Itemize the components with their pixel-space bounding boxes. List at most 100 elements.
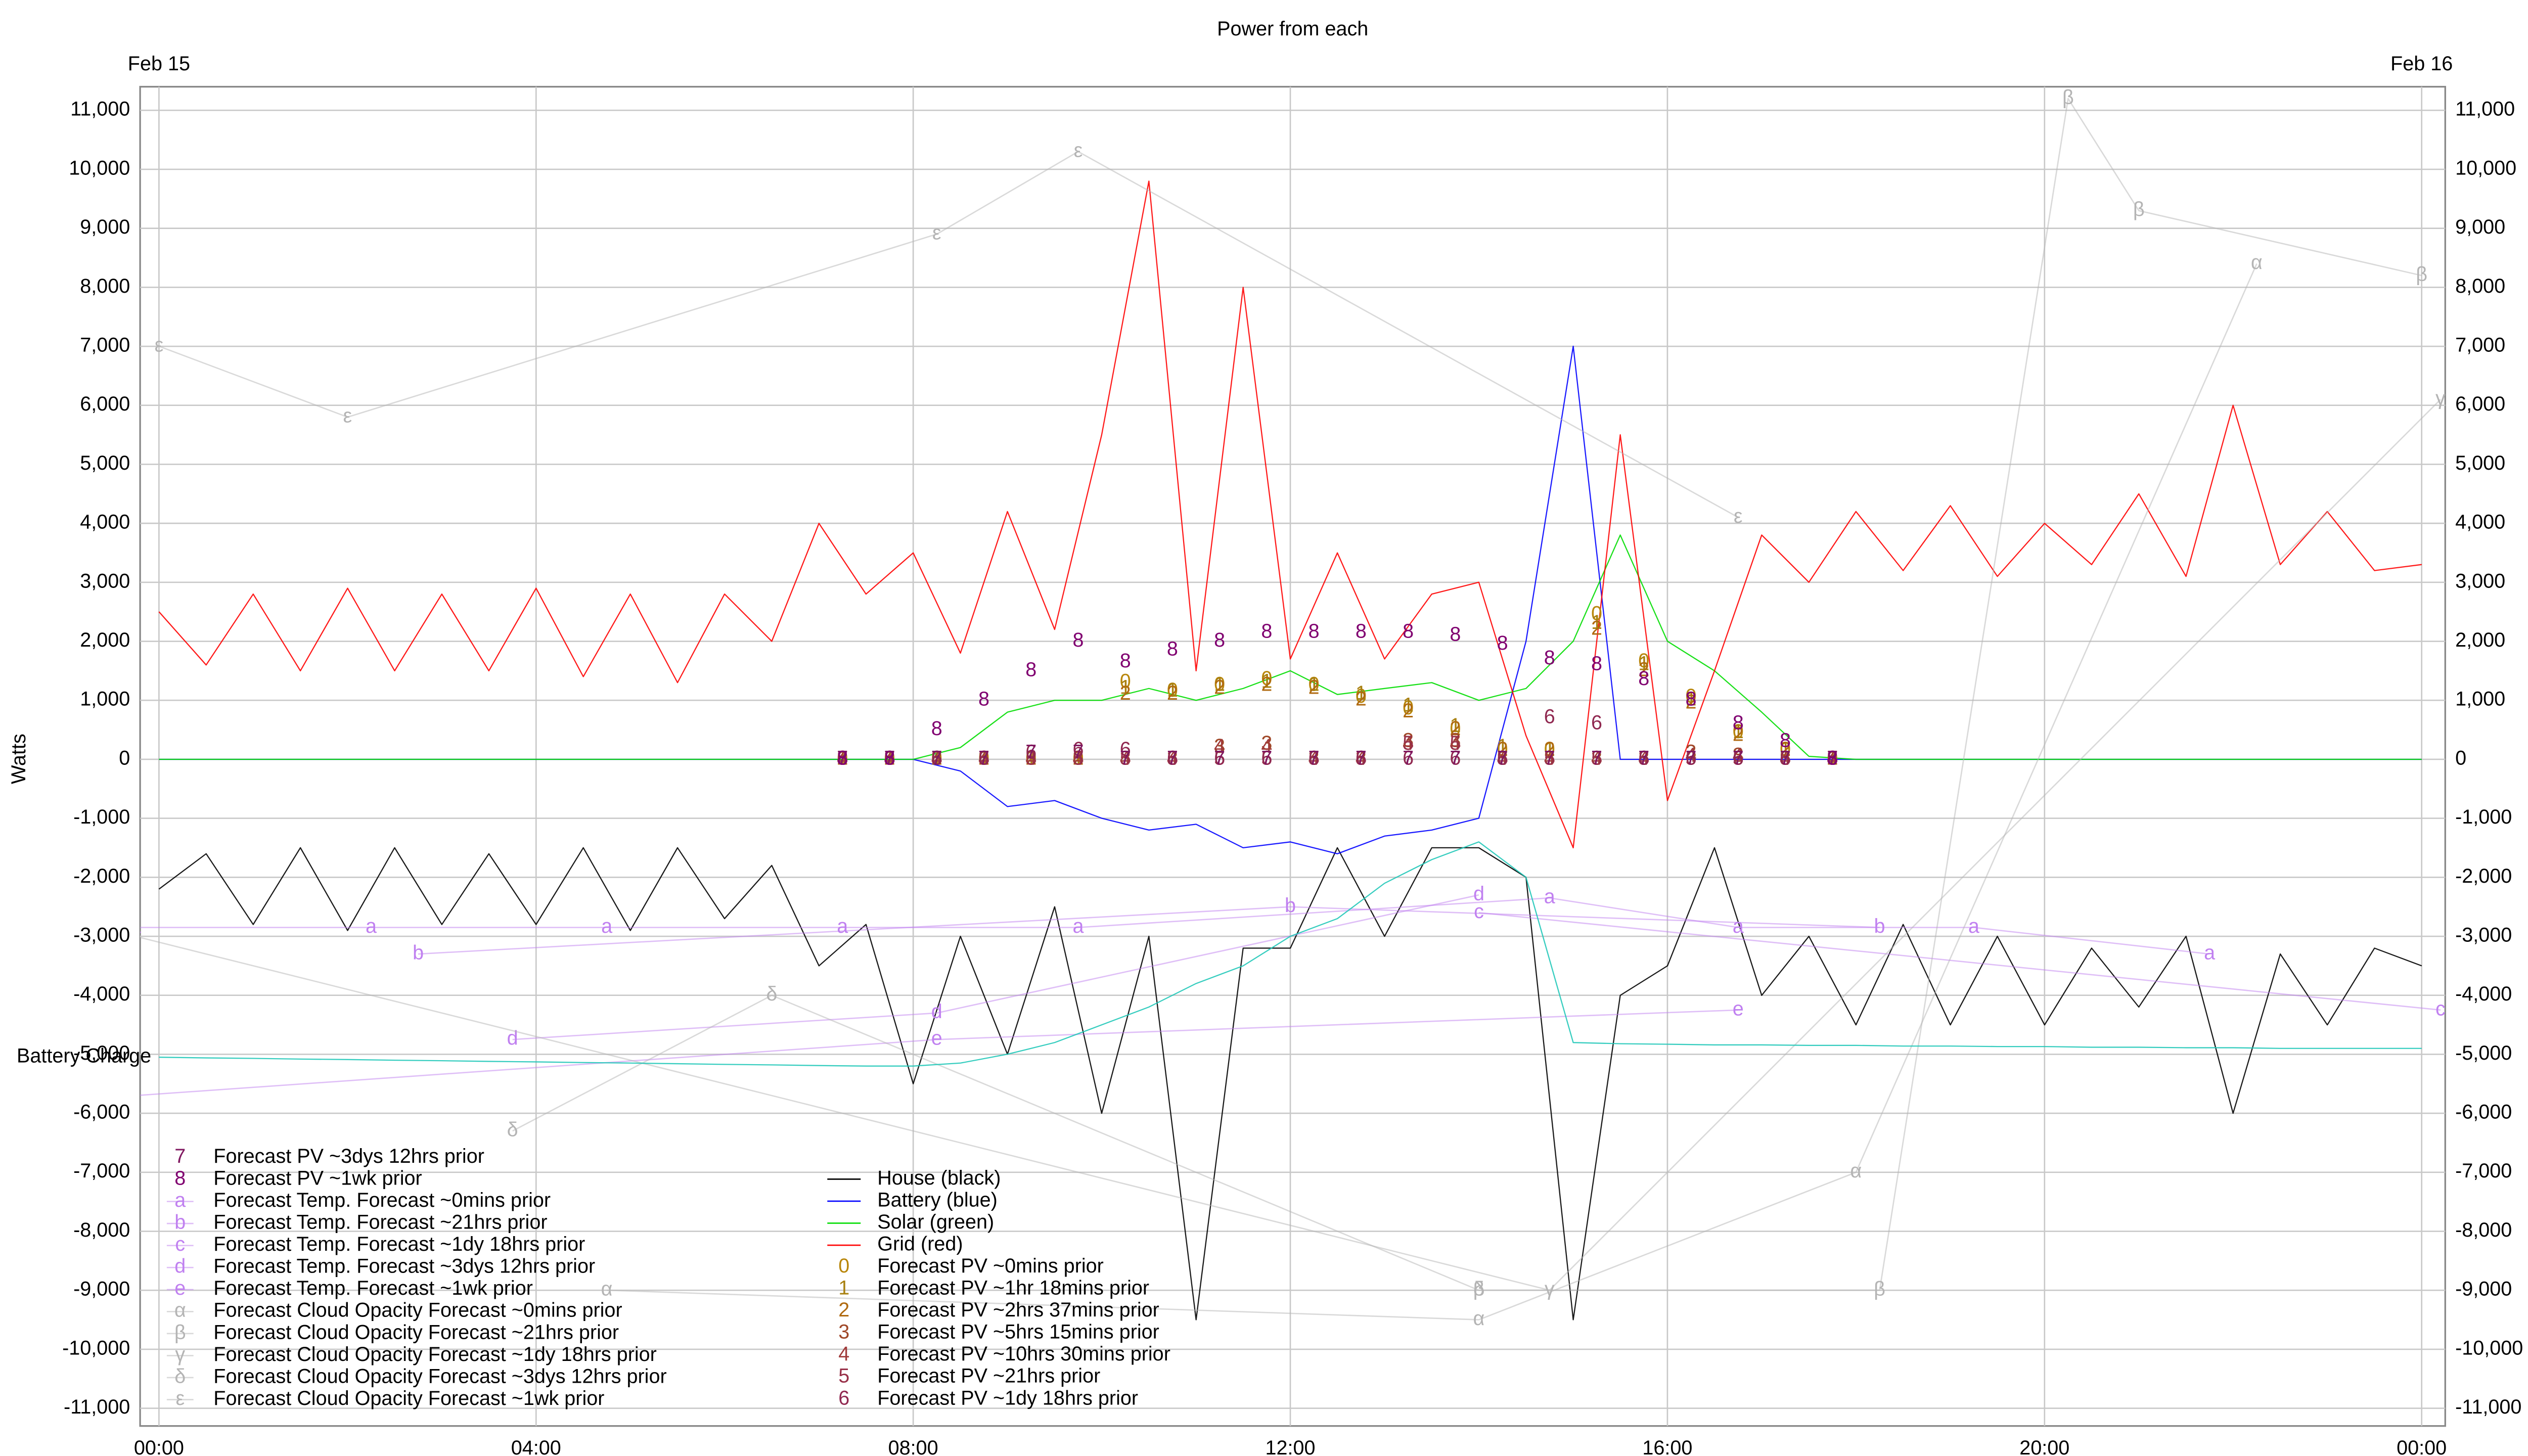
series-marker: 6 [1308, 747, 1320, 769]
series-marker: 6 [1072, 738, 1084, 760]
series-marker: d [1473, 883, 1484, 905]
legend-marker: δ [174, 1365, 186, 1387]
series-marker: 2 [1120, 682, 1131, 704]
series-marker: 3 [837, 747, 848, 769]
series-line [158, 847, 2422, 1321]
legend-label: Forecast Temp. Forecast ~3dys 12hrs prio… [213, 1255, 595, 1278]
series-marker: 1 [1780, 738, 1791, 760]
series-marker: 3 [1591, 747, 1602, 769]
series-marker: γ [1545, 1278, 1555, 1300]
y2-tick-label: 7,000 [2455, 334, 2505, 356]
y-tick-label: -8,000 [73, 1219, 130, 1241]
series-marker: 6 [931, 747, 942, 769]
series-marker: 6 [1497, 747, 1508, 769]
series-line [140, 1009, 1738, 1096]
series-marker: 5 [1025, 747, 1036, 769]
series-marker: 0 [931, 747, 942, 769]
series-marker: 3 [1827, 747, 1838, 769]
series-marker: ε [155, 334, 164, 356]
series-marker: 7 [1733, 747, 1744, 769]
series-marker: 8 [1261, 620, 1272, 642]
legend-label: Forecast PV ~21hrs prior [877, 1365, 1100, 1387]
series-marker: 4 [1733, 744, 1744, 766]
series-marker: 6 [1686, 747, 1697, 769]
series-marker: 8 [1403, 620, 1414, 642]
y2-tick-label: 11,000 [2455, 98, 2515, 120]
series-marker: 5 [1497, 747, 1508, 769]
series-marker: 4 [1308, 747, 1320, 769]
legend-marker: c [175, 1233, 185, 1255]
series-marker: d [931, 1000, 942, 1023]
series-marker: 0 [1214, 673, 1225, 695]
series-marker: 3 [1120, 747, 1131, 769]
series-marker: 8 [1827, 747, 1838, 769]
series-marker: 3 [1638, 747, 1649, 769]
series-marker: 5 [1733, 747, 1744, 769]
date-label: Feb 16 [2390, 53, 2453, 75]
legend-label: Forecast PV ~1dy 18hrs prior [877, 1387, 1138, 1409]
series-marker: β [1473, 1278, 1485, 1300]
series-marker: 7 [931, 747, 942, 769]
series-line [607, 263, 2258, 1321]
y2-tick-label: 10,000 [2455, 157, 2516, 179]
series-marker: 8 [1214, 629, 1225, 651]
series-marker: 8 [1072, 629, 1084, 651]
series-marker: 0 [1686, 685, 1697, 707]
series-line [158, 151, 1739, 518]
series-marker: 5 [1072, 747, 1084, 769]
series-marker: 4 [1450, 732, 1461, 754]
series-marker: 6 [1591, 711, 1602, 734]
y2-tick-label: -5,000 [2455, 1042, 2512, 1064]
series-line [159, 841, 2422, 1067]
series-marker: 4 [1638, 747, 1649, 769]
series-marker: 4 [1025, 747, 1036, 769]
legend-marker: β [174, 1321, 186, 1343]
series-marker: 0 [1497, 738, 1508, 760]
legend-label: Forecast Cloud Opacity Forecast ~21hrs p… [213, 1321, 619, 1343]
series-marker: 5 [884, 747, 895, 769]
legend-marker: 0 [838, 1255, 849, 1277]
x-tick-label: 04:00 [511, 1437, 561, 1456]
series-marker: 8 [1356, 620, 1367, 642]
series-marker: a [1072, 915, 1084, 937]
y2-tick-label: -4,000 [2455, 983, 2512, 1005]
y-tick-label: -10,000 [62, 1337, 130, 1359]
series-marker: 0 [1591, 602, 1602, 624]
series-marker: 0 [978, 747, 989, 769]
series-marker: 6 [1733, 747, 1744, 769]
y2-tick-label: -10,000 [2455, 1337, 2523, 1359]
series-marker: β [2416, 263, 2427, 285]
y-tick-label: -4,000 [73, 983, 130, 1005]
series-marker: 0 [884, 747, 895, 769]
series-marker: 3 [978, 747, 989, 769]
y-tick-label: 9,000 [80, 216, 130, 238]
series-marker: 2 [1497, 738, 1508, 760]
series-marker: 0 [1780, 738, 1791, 760]
y-tick-label: 3,000 [80, 570, 130, 592]
series-marker: 3 [1403, 729, 1414, 751]
y-tick-label: -2,000 [73, 865, 130, 887]
series-marker: α [2251, 251, 2263, 274]
series-marker: 2 [1261, 673, 1272, 695]
series-marker: a [837, 915, 848, 937]
legend-label: Forecast Cloud Opacity Forecast ~3dys 12… [213, 1365, 666, 1387]
series-marker: 6 [1544, 706, 1555, 728]
series-marker: a [2204, 941, 2216, 964]
legend-label: Forecast Temp. Forecast ~1wk prior [213, 1277, 533, 1299]
series-marker: 1 [1591, 611, 1602, 633]
series-marker: 4 [1167, 747, 1178, 769]
series-marker: 4 [1120, 747, 1131, 769]
legend-label: Forecast Cloud Opacity Forecast ~1wk pri… [213, 1387, 604, 1409]
series-marker: 6 [1403, 747, 1414, 769]
series-marker: ε [343, 405, 352, 427]
series-marker: 7 [1686, 747, 1697, 769]
series-marker: 2 [978, 747, 989, 769]
legend-label: Forecast Temp. Forecast ~1dy 18hrs prior [213, 1233, 585, 1255]
series-marker: 1 [1403, 694, 1414, 716]
series-marker: 3 [1025, 747, 1036, 769]
y-tick-label: 2,000 [80, 629, 130, 651]
y2-tick-label: -1,000 [2455, 806, 2512, 828]
series-marker: 2 [1638, 658, 1649, 680]
series-line [1478, 912, 2441, 1011]
series-marker: 3 [1497, 747, 1508, 769]
